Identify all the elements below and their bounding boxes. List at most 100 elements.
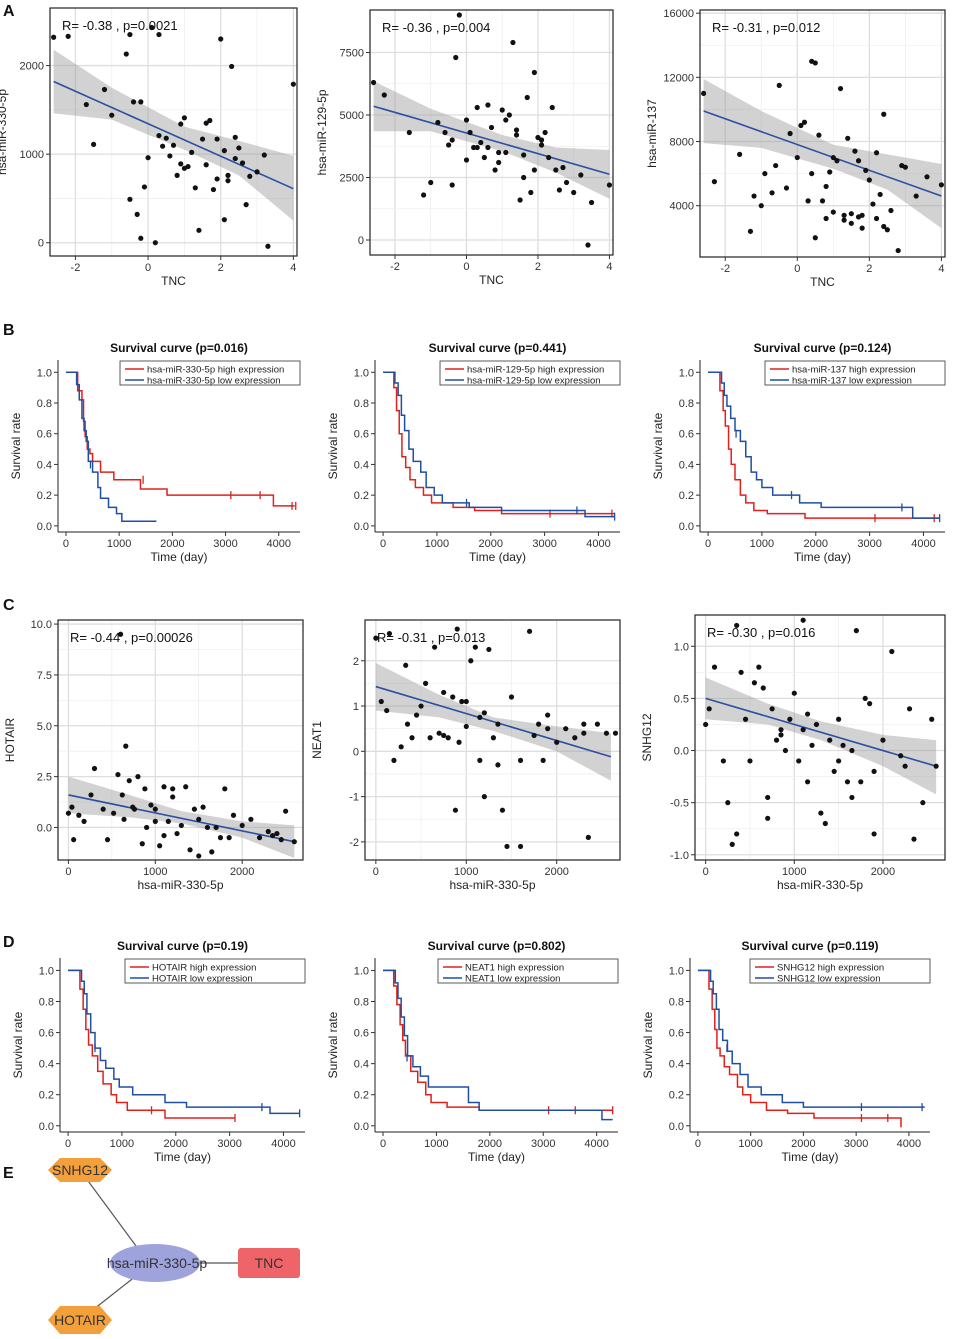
data-point — [192, 185, 198, 191]
data-point — [531, 732, 537, 739]
y-tick-label: 0.4 — [679, 459, 694, 471]
data-point — [207, 117, 213, 124]
data-point — [485, 102, 491, 108]
confidence-band — [68, 776, 295, 858]
chart-B2: Survival curve (p=0.441) hsa-miR-129-5p h… — [326, 341, 621, 564]
data-point — [818, 810, 824, 816]
x-axis-title: hsa-miR-330-5p — [449, 878, 535, 892]
y-tick-label: -2 — [349, 837, 359, 849]
y-tick-label: 0.2 — [354, 1090, 369, 1102]
panel-label-D: D — [3, 934, 15, 951]
data-point — [881, 111, 887, 117]
data-point — [157, 843, 163, 849]
y-tick-label: 0.6 — [354, 429, 369, 441]
data-point — [121, 816, 127, 822]
y-tick-label: 0 — [353, 746, 359, 758]
data-point — [131, 806, 138, 812]
y-tick-label: 0.8 — [37, 398, 52, 410]
data-point — [178, 121, 184, 127]
data-point — [221, 217, 227, 223]
stat-label: R= -0.36 , p=0.004 — [382, 20, 490, 35]
data-point — [503, 149, 509, 156]
data-point — [888, 207, 894, 214]
legend-entry: HOTAIR low expression — [152, 974, 253, 985]
data-point — [521, 174, 527, 181]
data-point — [421, 192, 427, 198]
data-point — [456, 739, 462, 745]
data-point — [737, 151, 743, 157]
data-point — [711, 664, 718, 670]
data-point — [798, 122, 804, 129]
data-point — [778, 727, 784, 733]
chart-B1: Survival curve (p=0.016) hsa-miR-330-5p h… — [9, 341, 301, 564]
data-point — [492, 167, 498, 173]
data-point — [265, 828, 271, 835]
data-point — [403, 662, 409, 668]
x-tick-label: 4000 — [271, 1138, 295, 1150]
x-axis-title: Time (day) — [151, 550, 208, 564]
data-point — [138, 235, 144, 241]
y-tick-label: 16000 — [663, 8, 694, 20]
data-point — [840, 742, 846, 748]
data-point — [813, 721, 820, 728]
data-point — [773, 737, 780, 743]
data-point — [884, 227, 890, 233]
data-point — [760, 685, 766, 691]
data-point — [924, 174, 930, 180]
y-tick-label: 0.2 — [679, 490, 694, 502]
data-point — [428, 179, 434, 186]
data-point — [221, 148, 227, 154]
data-point — [217, 835, 224, 841]
data-point — [836, 758, 842, 764]
data-point — [751, 680, 757, 686]
data-point — [432, 644, 438, 650]
x-tick-label: 1000 — [107, 538, 131, 550]
x-tick-label: 1000 — [738, 1138, 762, 1150]
data-point — [191, 806, 198, 812]
data-point — [513, 132, 520, 138]
data-point — [496, 159, 502, 166]
y-tick-label: 1.0 — [354, 965, 369, 977]
plot-frame — [369, 9, 614, 256]
chart-C2: R= -0.31 , p=0.013 0 1000 2000 -2 -1 0 1 2 hsa-mi… — [310, 619, 621, 892]
y-tick-label: 0.2 — [354, 490, 369, 502]
x-tick-label: 0 — [380, 1138, 386, 1150]
y-axis-title: Survival rate — [11, 1011, 25, 1078]
legend-entry: hsa-miR-129-5p low expression — [467, 376, 601, 387]
x-tick-label: 0 — [705, 538, 711, 550]
legend-entry: HOTAIR high expression — [152, 963, 256, 974]
data-point — [204, 824, 211, 831]
data-point — [88, 792, 94, 798]
y-tick-label: 10.0 — [31, 619, 52, 631]
data-point — [463, 723, 469, 730]
y-axis-title: Survival rate — [641, 1011, 655, 1078]
x-tick-label: 4000 — [266, 538, 290, 550]
chart-title: Survival curve (p=0.441) — [429, 341, 567, 355]
data-point — [269, 832, 276, 839]
plot-background — [58, 620, 303, 860]
data-point — [291, 839, 297, 845]
y-tick-label: 0.0 — [674, 746, 689, 758]
data-point — [546, 154, 552, 161]
data-point — [563, 726, 569, 732]
data-point — [800, 617, 806, 623]
data-point — [791, 690, 797, 696]
data-point — [496, 149, 502, 156]
data-point — [161, 832, 167, 839]
data-point — [490, 735, 497, 741]
y-tick-label: 0.6 — [669, 1028, 684, 1040]
panel-label-C: C — [3, 597, 15, 614]
data-point — [427, 735, 433, 741]
data-point — [148, 802, 154, 808]
data-point — [855, 158, 862, 164]
x-tick-label: 0 — [703, 866, 709, 878]
y-tick-label: 1.0 — [679, 367, 694, 379]
y-tick-label: 0.8 — [669, 997, 684, 1009]
x-tick-label: 0 — [695, 1138, 701, 1150]
data-point — [880, 737, 886, 743]
data-point — [556, 187, 562, 193]
x-axis-title: Time (day) — [154, 1150, 211, 1164]
data-point — [243, 202, 249, 208]
data-point — [769, 706, 775, 712]
data-point — [391, 757, 397, 763]
